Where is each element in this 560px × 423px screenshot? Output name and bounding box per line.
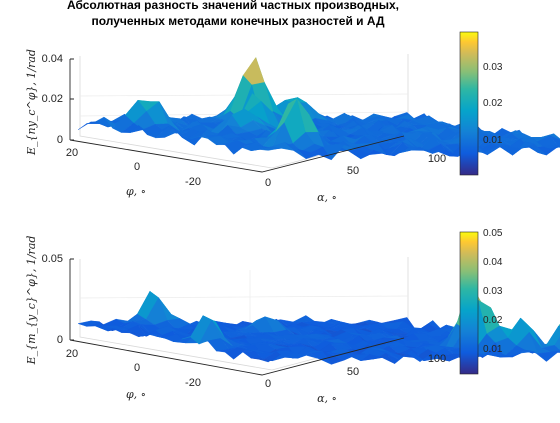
top-alpha-tick-1: 50 (347, 165, 359, 177)
bottom-colorbar-tick-1: 0.02 (483, 315, 503, 326)
bottom-z-tick-1: 0.05 (42, 253, 63, 265)
bottom-colorbar-tick-4: 0.05 (483, 228, 503, 239)
figure-title-line-1: Абсолютная разность значений частных про… (67, 0, 399, 12)
top-colorbar-tick-0: 0.01 (483, 135, 503, 146)
top-colorbar-tick-1: 0.02 (483, 98, 503, 109)
surface-patch (554, 336, 560, 351)
top-z-axis-label: E_{ny_c^φ}, 1/rad (25, 49, 38, 156)
bottom-surface-plot: 0 0.05 20 0 -20 0 50 100 E_{m_{y_c}^φ}, … (25, 228, 560, 405)
top-z-tick-1: 0.02 (42, 93, 63, 105)
bottom-phi-axis-label: φ, ∘ (126, 388, 146, 401)
top-z-tick-2: 0.04 (42, 53, 63, 65)
bottom-gridline (79, 295, 409, 299)
top-alpha-tick-2: 100 (428, 153, 446, 165)
top-box-front-edges (69, 135, 405, 173)
bottom-colorbar (459, 231, 479, 375)
bottom-alpha-tick-2: 100 (428, 353, 446, 365)
top-phi-tick-1: 0 (134, 161, 140, 173)
bottom-alpha-tick-0: 0 (265, 378, 271, 390)
top-surface-mesh (77, 56, 560, 161)
bottom-colorbar-tick-0: 0.01 (483, 344, 503, 355)
bottom-phi-tick-2: -20 (185, 377, 201, 389)
bottom-alpha-tick-1: 50 (347, 366, 359, 378)
top-phi-tick-0: 20 (66, 147, 78, 159)
top-box-back-edges (79, 54, 409, 169)
surface-patch (259, 353, 281, 363)
top-phi-tick-2: -20 (185, 176, 201, 188)
bottom-colorbar-tick-3: 0.04 (483, 257, 503, 268)
top-alpha-tick-0: 0 (265, 177, 271, 189)
figure-title-line-2: полученных методами конечных разностей и… (91, 14, 385, 28)
top-surface-plot: 0 0.02 0.04 20 0 -20 0 50 100 E_{ny_c^φ}… (25, 31, 560, 204)
bottom-box-back-edges (79, 257, 409, 371)
bottom-surface-mesh (77, 281, 560, 365)
surface-patch (259, 146, 281, 151)
top-phi-axis-label: φ, ∘ (126, 185, 146, 198)
bottom-z-tick-0: 0 (57, 334, 63, 346)
top-colorbar (459, 31, 479, 176)
bottom-alpha-axis-label: α, ∘ (317, 392, 337, 405)
bottom-phi-tick-0: 20 (66, 348, 78, 360)
top-colorbar-tick-2: 0.03 (483, 62, 503, 73)
bottom-box-front-edges (69, 337, 405, 376)
bottom-phi-tick-1: 0 (134, 362, 140, 374)
bottom-z-axis-label: E_{m_{y_c}^φ}, 1/rad (25, 236, 38, 366)
top-z-tick-0: 0 (57, 134, 63, 146)
top-alpha-axis-label: α, ∘ (317, 191, 337, 204)
bottom-colorbar-tick-2: 0.03 (483, 286, 503, 297)
